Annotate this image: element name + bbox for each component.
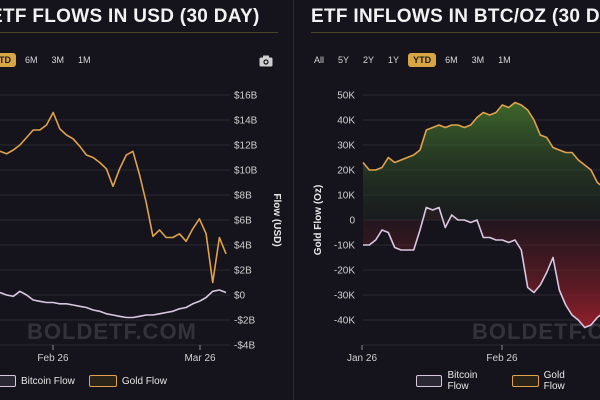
gold-swatch: [88, 375, 117, 387]
y-tick-label: -10K: [334, 241, 355, 252]
right-range-1m[interactable]: 1M: [498, 55, 511, 65]
legend-gold-label: Gold Flow: [543, 370, 565, 392]
left-title-underline: [0, 32, 278, 33]
legend-bitcoin[interactable]: Bitcoin Flow: [0, 375, 75, 387]
legend-bitcoin[interactable]: Bitcoin Flow: [416, 370, 498, 392]
right-range-5y[interactable]: 5Y: [338, 55, 350, 65]
left-range-3m[interactable]: 3M: [51, 55, 65, 65]
btc-oz-inflow-panel: ETF INFLOWS IN BTC/OZ (30 DAY) All 5Y 2Y 1Y…: [300, 0, 600, 400]
right-chart-title: ETF INFLOWS IN BTC/OZ (30 DAY): [311, 6, 600, 27]
bitcoin-swatch: [416, 375, 443, 387]
y-tick-label: $4B: [234, 241, 252, 252]
bitcoin-flow-line: [363, 206, 600, 329]
right-title-underline: [311, 32, 600, 33]
usd-flow-chart: $16B $14B $12B $10B $8B $6B $4B $2B $0 -$2B -$4B Fe…: [0, 91, 282, 364]
y-tick-label: -30K: [334, 291, 355, 302]
x-tick-label: Feb 26: [37, 353, 69, 364]
legend-gold-label: Gold Flow: [121, 375, 167, 387]
right-legend: Bitcoin Flow Gold Flow: [416, 370, 600, 392]
bitcoin-flow-line: [0, 289, 227, 319]
bitcoin-area-fill: [363, 207, 600, 328]
right-range-ytd[interactable]: YTD: [408, 53, 437, 67]
legend-bitcoin-label: Bitcoin Flow: [21, 375, 75, 387]
y-tick-label: $8B: [234, 191, 252, 202]
bitcoin-swatch: [0, 375, 16, 387]
y-tick-label: 50K: [337, 91, 355, 102]
gold-flow-line: [0, 111, 227, 284]
y-tick-label: 30K: [337, 141, 355, 152]
y-tick-label: $14B: [234, 116, 258, 127]
watermark: BOLDETF.COM: [472, 319, 600, 344]
x-tick-label: Jan 26: [347, 353, 377, 364]
right-range-6m[interactable]: 6M: [445, 55, 458, 65]
left-range-selector: YTD 6M 3M 1M: [0, 53, 100, 67]
camera-icon[interactable]: [259, 55, 273, 67]
left-range-6m[interactable]: 6M: [25, 55, 38, 65]
left-legend: Bitcoin Flow Gold Flow: [0, 374, 181, 388]
left-chart-title: ETF FLOWS IN USD (30 DAY): [0, 6, 260, 27]
right-range-all[interactable]: All: [314, 55, 325, 65]
legend-gold[interactable]: Gold Flow: [88, 375, 167, 387]
right-range-selector: All 5Y 2Y 1Y YTD 6M 3M 1M: [309, 53, 520, 67]
y-tick-label: $12B: [234, 141, 258, 152]
usd-flow-panel: ETF FLOWS IN USD (30 DAY) YTD 6M 3M 1M $16B…: [0, 0, 290, 400]
left-range-1m[interactable]: 1M: [78, 55, 91, 65]
y-tick-label: 0: [349, 216, 355, 227]
gold-area-fill: [363, 102, 600, 220]
right-range-3m[interactable]: 3M: [471, 55, 485, 65]
x-tick-label: Feb 26: [486, 353, 518, 364]
y-tick-label: $16B: [234, 91, 258, 102]
y-axis-title: Gold Flow (Oz): [313, 185, 324, 256]
legend-bitcoin-label: Bitcoin Flow: [447, 370, 478, 392]
y-tick-label: $10B: [234, 166, 258, 177]
watermark: BOLDETF.COM: [27, 319, 197, 344]
y-tick-label: 10K: [337, 191, 355, 202]
right-range-2y[interactable]: 2Y: [363, 55, 375, 65]
y-tick-label: -$2B: [234, 316, 255, 327]
y-tick-label: $2B: [234, 266, 252, 277]
y-axis-title: Flow (USD): [271, 193, 282, 246]
y-tick-label: $0: [234, 291, 246, 302]
panel-divider: [293, 0, 294, 400]
btc-oz-inflow-chart: 50K 40K 30K 20K 10K 0 -10K -20K -30K -40K Jan 26 Fe…: [313, 91, 600, 364]
x-tick-label: Mar 26: [184, 353, 216, 364]
y-tick-label: -20K: [334, 266, 355, 277]
y-tick-label: -40K: [334, 316, 355, 327]
right-range-1y[interactable]: 1Y: [388, 55, 400, 65]
gold-flow-line: [362, 101, 600, 186]
legend-gold[interactable]: Gold Flow: [512, 370, 586, 392]
y-tick-label: 40K: [337, 116, 355, 127]
y-tick-label: 20K: [337, 166, 355, 177]
y-tick-label: $6B: [234, 216, 252, 227]
left-range-ytd[interactable]: YTD: [0, 53, 16, 67]
gold-swatch: [512, 375, 539, 387]
y-tick-label: -$4B: [234, 341, 255, 352]
